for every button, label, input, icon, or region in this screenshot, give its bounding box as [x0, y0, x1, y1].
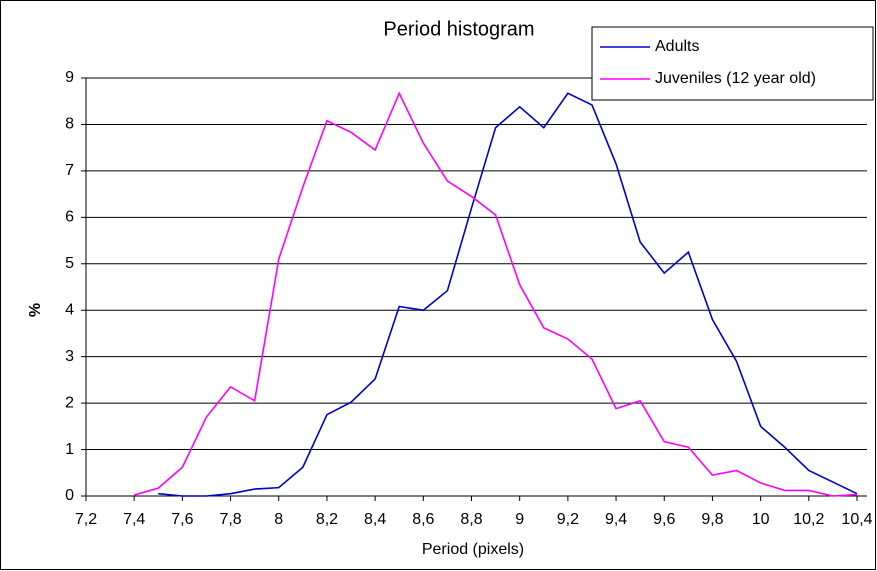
x-axis-label: Period (pixels)	[422, 541, 524, 558]
legend-label: Juveniles (12 year old)	[655, 70, 816, 87]
y-tick-label: 1	[65, 441, 74, 458]
legend-box	[591, 26, 874, 101]
series-line	[133, 91, 858, 497]
y-axis-label: %	[27, 303, 44, 317]
x-tick-label: 10	[752, 511, 770, 528]
y-tick-label: 4	[65, 301, 74, 318]
x-tick-label: 9	[515, 511, 524, 528]
x-tick-label: 9,8	[701, 511, 723, 528]
legend-label: Adults	[655, 38, 699, 55]
y-tick-label: 2	[65, 394, 74, 411]
x-tick-label: 9,4	[605, 511, 627, 528]
y-tick-label: 0	[65, 487, 74, 504]
x-tick-label: 8,8	[460, 511, 482, 528]
x-tick-label: 8,2	[316, 511, 338, 528]
x-tick-label: 8,6	[412, 511, 434, 528]
y-tick-label: 9	[65, 69, 74, 86]
chart-title: Period histogram	[383, 18, 534, 40]
x-tick-label: 7,2	[75, 511, 97, 528]
x-tick-label: 8	[274, 511, 283, 528]
y-tick-label: 5	[65, 255, 74, 272]
x-tick-label: 9,6	[653, 511, 675, 528]
x-tick-label: 7,6	[171, 511, 193, 528]
y-tick-label: 8	[65, 116, 74, 133]
x-tick-label: 8,4	[364, 511, 386, 528]
x-tick-label: 10,2	[793, 511, 824, 528]
y-tick-label: 7	[65, 162, 74, 179]
series-line	[158, 92, 858, 497]
x-tick-label: 10,4	[841, 511, 872, 528]
y-tick-label: 3	[65, 348, 74, 365]
x-tick-label: 9,2	[557, 511, 579, 528]
y-tick-label: 6	[65, 209, 74, 226]
x-tick-label: 7,8	[219, 511, 241, 528]
x-tick-label: 7,4	[123, 511, 145, 528]
